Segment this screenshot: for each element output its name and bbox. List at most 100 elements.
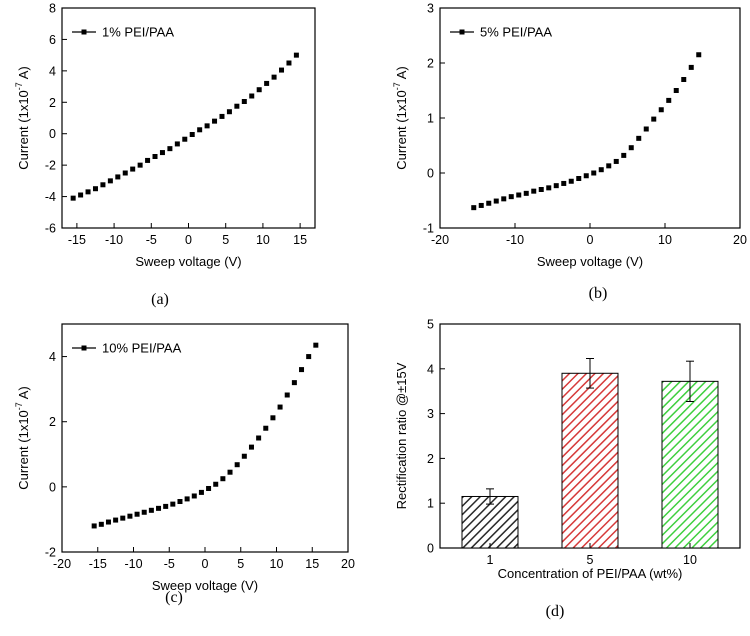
y-tick-label: 2 xyxy=(427,452,434,466)
data-point xyxy=(688,64,694,70)
y-tick-label: 2 xyxy=(49,415,56,429)
data-point xyxy=(105,519,111,525)
data-point xyxy=(234,462,240,468)
x-tick-label: 20 xyxy=(341,557,355,571)
bar xyxy=(561,372,619,549)
data-point xyxy=(264,80,270,86)
data-point xyxy=(606,163,612,169)
data-point xyxy=(271,74,277,80)
data-point xyxy=(263,425,269,431)
data-point xyxy=(628,145,634,151)
y-tick-label: 0 xyxy=(49,480,56,494)
y-axis-label-exponent: -7 xyxy=(392,82,402,90)
legend-marker xyxy=(81,345,87,351)
x-tick-label: -10 xyxy=(124,557,142,571)
data-point xyxy=(182,136,188,142)
data-point xyxy=(163,503,169,509)
y-tick-label: 3 xyxy=(427,2,434,16)
y-tick-label: -1 xyxy=(423,222,434,236)
panel-caption: (a) xyxy=(151,291,169,308)
data-point xyxy=(189,132,195,137)
data-point xyxy=(279,67,285,73)
y-axis-label: Current (1x10-7 A) xyxy=(14,386,31,489)
data-point xyxy=(306,354,312,360)
data-point xyxy=(174,141,180,147)
data-point xyxy=(107,178,113,184)
y-tick-label: 0 xyxy=(49,127,56,141)
plot-frame xyxy=(439,7,741,229)
data-point xyxy=(561,180,567,186)
legend-marker xyxy=(459,29,465,35)
x-tick-label: 10 xyxy=(683,553,697,567)
data-point xyxy=(636,135,642,141)
data-point xyxy=(170,501,176,507)
data-point xyxy=(478,202,484,208)
plot-frame xyxy=(61,323,349,553)
data-point xyxy=(220,476,226,482)
x-axis-label: Concentration of PEI/PAA (wt%) xyxy=(498,566,683,581)
data-point xyxy=(249,93,255,99)
legend: 5% PEI/PAA xyxy=(450,25,552,40)
data-point xyxy=(256,435,262,441)
x-tick-label: -15 xyxy=(89,557,107,571)
data-point xyxy=(621,152,627,158)
y-axis-label-main: Current (1x10 xyxy=(16,90,31,169)
y-tick-label: 0 xyxy=(427,542,434,556)
data-point xyxy=(598,167,604,173)
y-tick-label: -2 xyxy=(45,546,56,560)
data-point xyxy=(643,126,649,132)
data-point xyxy=(141,509,147,515)
data-point xyxy=(206,485,212,491)
bar xyxy=(461,495,519,549)
y-axis-label-unit: A) xyxy=(16,386,31,402)
data-point xyxy=(98,521,104,527)
data-point xyxy=(152,154,158,159)
x-tick-label: -15 xyxy=(68,233,86,247)
data-point xyxy=(197,127,203,133)
y-tick-label: 2 xyxy=(49,96,56,110)
legend-label: 1% PEI/PAA xyxy=(102,25,174,40)
x-tick-label: 0 xyxy=(185,233,192,247)
y-axis-label: Rectification ratio @±15V xyxy=(394,362,409,509)
data-point xyxy=(291,380,297,386)
legend: 10% PEI/PAA xyxy=(72,341,182,356)
x-tick-label: 15 xyxy=(293,233,307,247)
data-point xyxy=(167,146,173,152)
y-axis-label-unit: A) xyxy=(16,66,31,82)
chart-panel-0: -6 -4 -2 0 2 4 6 8 -15 -10 -5 0 5 10 15 Sweep voltage (… xyxy=(14,2,316,269)
data-point xyxy=(501,196,507,202)
y-tick-label: 0 xyxy=(427,167,434,181)
panel-caption: (b) xyxy=(589,285,608,302)
y-axis-label: Current (1x10-7 A) xyxy=(392,66,409,169)
x-axis-label: Sweep voltage (V) xyxy=(537,254,643,269)
data-point xyxy=(313,342,319,348)
x-tick-label: 20 xyxy=(733,233,747,247)
x-tick-label: 1 xyxy=(487,553,494,567)
y-tick-label: -6 xyxy=(45,222,56,236)
data-point xyxy=(134,511,140,517)
plot-frame xyxy=(61,7,316,229)
y-tick-label: 4 xyxy=(427,362,434,376)
data-point xyxy=(85,189,91,195)
data-point xyxy=(666,97,672,103)
data-point xyxy=(212,118,218,124)
data-point xyxy=(591,170,597,176)
x-tick-label: 15 xyxy=(305,557,319,571)
data-point xyxy=(234,103,240,109)
data-point xyxy=(284,392,290,398)
data-point xyxy=(92,186,98,192)
data-point xyxy=(658,107,664,113)
data-point xyxy=(277,404,283,410)
data-point xyxy=(613,158,619,164)
data-point xyxy=(651,116,657,122)
x-tick-label: 10 xyxy=(270,557,284,571)
data-point xyxy=(184,496,190,502)
data-point xyxy=(113,517,119,523)
data-point xyxy=(681,77,687,82)
x-tick-label: 5 xyxy=(587,553,594,567)
y-axis-label-exponent: -7 xyxy=(14,82,24,90)
data-point xyxy=(256,87,262,93)
